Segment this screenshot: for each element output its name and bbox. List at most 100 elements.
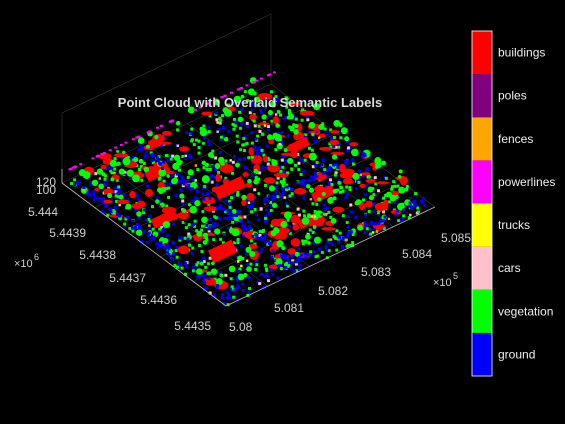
point-cars <box>311 165 315 169</box>
point-vegetation <box>228 200 232 204</box>
point-cars <box>280 158 284 162</box>
point-buildings <box>161 130 172 136</box>
point-vegetation <box>263 183 267 187</box>
point-vegetation <box>236 190 240 194</box>
point-vegetation <box>294 163 298 167</box>
point-vegetation <box>338 231 342 235</box>
point-ground <box>138 226 142 230</box>
point-ground <box>237 269 241 273</box>
point-vegetation <box>202 240 208 245</box>
point-vegetation <box>125 203 132 210</box>
point-ground <box>226 211 230 215</box>
point-ground <box>203 280 207 284</box>
point-ground <box>281 170 285 174</box>
point-ground <box>267 194 271 198</box>
point-ground <box>165 233 169 237</box>
point-cars <box>208 291 212 295</box>
point-vegetation <box>390 187 394 191</box>
point-ground <box>336 166 340 170</box>
point-ground <box>408 196 412 200</box>
point-ground <box>283 117 287 121</box>
point-vegetation <box>142 161 146 165</box>
point-ground <box>365 223 369 227</box>
point-vegetation <box>136 211 142 217</box>
point-ground <box>132 226 136 230</box>
point-ground <box>142 229 146 233</box>
point-vegetation <box>118 194 124 200</box>
point-ground <box>219 138 223 142</box>
point-powerlines <box>255 79 259 82</box>
point-ground <box>158 161 162 165</box>
point-fences <box>317 136 321 139</box>
point-vegetation <box>398 169 403 174</box>
point-ground <box>209 174 213 178</box>
point-fences <box>148 224 151 227</box>
point-buildings <box>288 136 310 154</box>
point-vegetation <box>207 202 211 206</box>
point-ground <box>164 243 168 247</box>
point-vegetation <box>214 216 218 220</box>
point-vegetation <box>316 254 320 258</box>
point-powerlines <box>193 108 197 111</box>
point-vegetation <box>335 248 339 252</box>
point-ground <box>338 236 342 240</box>
point-ground <box>103 203 107 207</box>
point-vegetation <box>211 149 215 153</box>
point-powerlines <box>124 141 128 144</box>
point-vegetation <box>241 257 245 261</box>
point-vegetation <box>332 135 336 139</box>
point-trucks <box>194 179 197 182</box>
point-buildings <box>399 177 409 185</box>
point-ground <box>246 125 250 129</box>
point-ground <box>379 219 383 223</box>
point-ground <box>228 296 232 300</box>
point-vegetation <box>173 154 181 161</box>
point-cars <box>258 129 262 133</box>
point-vegetation <box>375 164 380 169</box>
point-ground <box>271 194 275 198</box>
point-ground <box>238 218 242 222</box>
point-buildings <box>258 122 270 126</box>
point-powerlines <box>259 77 263 80</box>
point-ground <box>284 254 288 258</box>
point-ground <box>325 169 329 173</box>
point-ground <box>148 225 152 229</box>
point-ground <box>267 211 271 215</box>
point-ground <box>413 204 417 208</box>
point-cars <box>278 143 282 146</box>
point-ground <box>130 219 134 223</box>
point-ground <box>143 173 147 177</box>
point-ground <box>109 166 113 170</box>
point-ground <box>189 131 193 135</box>
point-buildings <box>242 171 249 177</box>
point-powerlines <box>114 146 118 149</box>
point-ground <box>208 196 212 200</box>
point-buildings <box>329 130 340 134</box>
point-ground <box>243 135 247 139</box>
point-ground <box>179 262 183 266</box>
point-vegetation <box>376 211 380 215</box>
point-ground <box>408 201 412 205</box>
point-vegetation <box>148 219 152 223</box>
point-buildings <box>161 206 177 214</box>
point-ground <box>77 180 81 184</box>
point-ground <box>234 221 238 225</box>
point-vegetation <box>200 228 204 232</box>
point-vegetation <box>269 208 273 212</box>
point-buildings <box>294 188 307 195</box>
point-vegetation <box>101 172 106 177</box>
point-ground <box>102 197 106 201</box>
point-vegetation <box>179 193 185 199</box>
point-ground <box>371 202 375 206</box>
point-vegetation <box>202 166 206 170</box>
point-vegetation <box>224 159 228 163</box>
point-vegetation <box>301 108 305 112</box>
point-vegetation <box>220 161 225 166</box>
point-buildings <box>365 200 373 208</box>
point-ground <box>309 175 313 179</box>
point-ground <box>94 196 98 200</box>
point-vegetation <box>201 224 205 228</box>
point-vegetation <box>231 122 235 127</box>
point-powerlines <box>135 136 139 139</box>
point-ground <box>113 205 117 209</box>
